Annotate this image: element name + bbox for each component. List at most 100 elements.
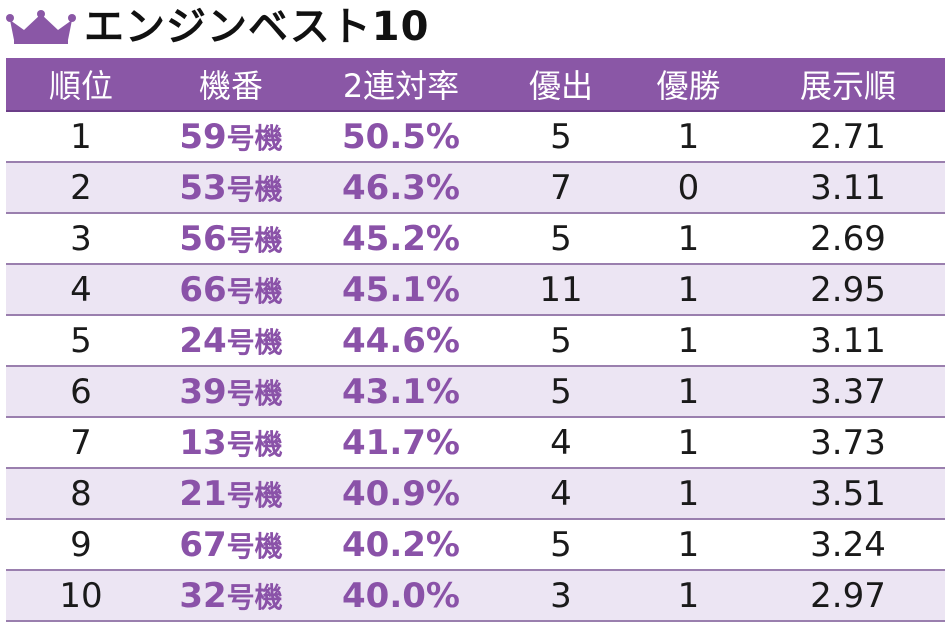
machine-number: 56	[179, 218, 227, 259]
cell-yusho: 0	[626, 162, 751, 214]
cell-tenji: 2.69	[751, 213, 945, 265]
cell-yusho: 1	[626, 366, 751, 418]
cell-rate: 40.9%	[306, 468, 496, 520]
cell-rank: 4	[6, 264, 156, 316]
cell-rank: 7	[6, 417, 156, 469]
table-row: 5 24号機 44.6% 5 1 3.11	[6, 315, 945, 367]
cell-rate: 46.3%	[306, 162, 496, 214]
rate-value: 40.0%	[342, 575, 460, 616]
machine-suffix: 号機	[226, 427, 283, 461]
cell-rate: 41.7%	[306, 417, 496, 469]
cell-yushutsu: 5	[496, 366, 626, 418]
cell-rate: 40.2%	[306, 519, 496, 571]
machine-suffix: 号機	[226, 172, 283, 206]
rate-value: 40.9%	[342, 473, 460, 514]
cell-yusho: 1	[626, 213, 751, 265]
cell-yushutsu: 5	[496, 111, 626, 163]
rate-value: 50.5%	[342, 116, 460, 157]
machine-number: 53	[179, 167, 227, 208]
table-row: 1 59号機 50.5% 5 1 2.71	[6, 111, 945, 163]
cell-machine: 56号機	[156, 213, 306, 265]
cell-machine: 39号機	[156, 366, 306, 418]
cell-rank: 9	[6, 519, 156, 571]
table-row: 4 66号機 45.1% 11 1 2.95	[6, 264, 945, 316]
cell-tenji: 3.73	[751, 417, 945, 469]
machine-number: 67	[179, 524, 227, 565]
cell-machine: 24号機	[156, 315, 306, 367]
table-row: 8 21号機 40.9% 4 1 3.51	[6, 468, 945, 520]
machine-suffix: 号機	[226, 121, 283, 155]
cell-machine: 53号機	[156, 162, 306, 214]
cell-machine: 32号機	[156, 570, 306, 622]
table-header-row: 順位 機番 2連対率 優出 優勝 展示順	[6, 58, 945, 112]
table-body: 1 59号機 50.5% 5 1 2.71 2 53号機 46.3% 7 0 3.11 3 56号機 45.…	[6, 111, 945, 622]
cell-machine: 13号機	[156, 417, 306, 469]
cell-yusho: 1	[626, 570, 751, 622]
rate-value: 45.2%	[342, 218, 460, 259]
cell-yushutsu: 3	[496, 570, 626, 622]
cell-yushutsu: 5	[496, 315, 626, 367]
cell-tenji: 3.37	[751, 366, 945, 418]
cell-rate: 45.1%	[306, 264, 496, 316]
machine-number: 21	[179, 473, 227, 514]
table-row: 10 32号機 40.0% 3 1 2.97	[6, 570, 945, 622]
machine-suffix: 号機	[226, 376, 283, 410]
cell-yusho: 1	[626, 417, 751, 469]
rate-value: 41.7%	[342, 422, 460, 463]
cell-rate: 43.1%	[306, 366, 496, 418]
table-row: 6 39号機 43.1% 5 1 3.37	[6, 366, 945, 418]
cell-rank: 3	[6, 213, 156, 265]
header-rate: 2連対率	[306, 58, 496, 112]
cell-tenji: 3.11	[751, 162, 945, 214]
machine-suffix: 号機	[226, 529, 283, 563]
machine-suffix: 号機	[226, 580, 283, 614]
page-title: エンジンベスト10	[84, 4, 430, 50]
cell-rank: 5	[6, 315, 156, 367]
machine-number: 59	[179, 116, 227, 157]
rate-value: 45.1%	[342, 269, 460, 310]
crown-icon	[6, 10, 76, 44]
header-yushutsu: 優出	[496, 58, 626, 112]
header-yusho: 優勝	[626, 58, 751, 112]
cell-rank: 6	[6, 366, 156, 418]
machine-number: 66	[179, 269, 227, 310]
cell-yushutsu: 4	[496, 468, 626, 520]
cell-rate: 50.5%	[306, 111, 496, 163]
cell-rate: 44.6%	[306, 315, 496, 367]
rate-value: 40.2%	[342, 524, 460, 565]
engine-ranking-table: 順位 機番 2連対率 優出 優勝 展示順 1 59号機 50.5% 5 1 2.71 2 53…	[6, 58, 945, 622]
cell-yusho: 1	[626, 315, 751, 367]
cell-machine: 59号機	[156, 111, 306, 163]
cell-rank: 1	[6, 111, 156, 163]
header-tenji: 展示順	[751, 58, 945, 112]
cell-tenji: 3.11	[751, 315, 945, 367]
cell-tenji: 3.51	[751, 468, 945, 520]
cell-machine: 67号機	[156, 519, 306, 571]
machine-suffix: 号機	[226, 478, 283, 512]
cell-yushutsu: 11	[496, 264, 626, 316]
machine-number: 24	[179, 320, 227, 361]
machine-number: 13	[179, 422, 227, 463]
cell-tenji: 2.71	[751, 111, 945, 163]
header-machine: 機番	[156, 58, 306, 112]
cell-machine: 21号機	[156, 468, 306, 520]
rate-value: 43.1%	[342, 371, 460, 412]
cell-yushutsu: 4	[496, 417, 626, 469]
cell-tenji: 2.97	[751, 570, 945, 622]
cell-yusho: 1	[626, 264, 751, 316]
table-row: 2 53号機 46.3% 7 0 3.11	[6, 162, 945, 214]
cell-rank: 8	[6, 468, 156, 520]
rate-value: 46.3%	[342, 167, 460, 208]
machine-suffix: 号機	[226, 223, 283, 257]
machine-suffix: 号機	[226, 274, 283, 308]
cell-yushutsu: 5	[496, 519, 626, 571]
machine-number: 39	[179, 371, 227, 412]
title-bar: エンジンベスト10	[0, 0, 951, 58]
cell-yusho: 1	[626, 111, 751, 163]
cell-machine: 66号機	[156, 264, 306, 316]
cell-yushutsu: 5	[496, 213, 626, 265]
cell-rank: 2	[6, 162, 156, 214]
machine-number: 32	[179, 575, 227, 616]
cell-tenji: 3.24	[751, 519, 945, 571]
header-rank: 順位	[6, 58, 156, 112]
